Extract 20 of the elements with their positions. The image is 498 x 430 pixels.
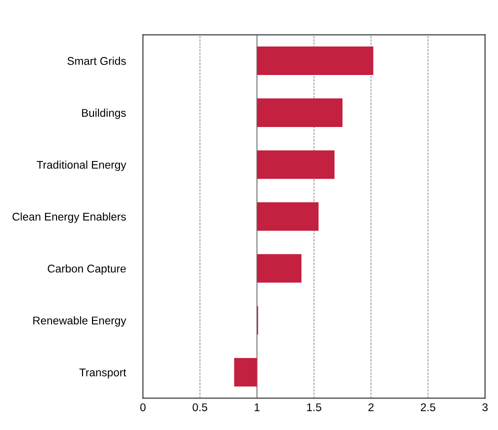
x-tick-label: 3 bbox=[482, 403, 488, 412]
x-tick-label: 0 bbox=[140, 403, 146, 412]
bar bbox=[256, 46, 374, 76]
y-tick-label: Carbon Capture bbox=[48, 264, 126, 275]
bar bbox=[256, 202, 319, 231]
x-tick-label: 2 bbox=[368, 403, 374, 412]
x-tick-label: 1.5 bbox=[307, 403, 322, 412]
y-tick-label: Clean Energy Enablers bbox=[12, 212, 126, 223]
x-tick-label: 2.5 bbox=[420, 403, 436, 412]
y-tick-label: Traditional Energy bbox=[36, 160, 126, 171]
y-tick-label: Transport bbox=[79, 368, 126, 379]
bar bbox=[256, 150, 335, 179]
bar bbox=[256, 98, 342, 127]
bar bbox=[234, 358, 257, 386]
y-tick-label: Buildings bbox=[82, 108, 126, 120]
x-tick-label: 0.5 bbox=[192, 403, 208, 412]
x-tick-label: 1 bbox=[254, 403, 260, 412]
y-tick-label: Renewable Energy bbox=[33, 316, 126, 327]
y-tick-label: Smart Grids bbox=[68, 56, 126, 65]
bar bbox=[256, 254, 302, 283]
